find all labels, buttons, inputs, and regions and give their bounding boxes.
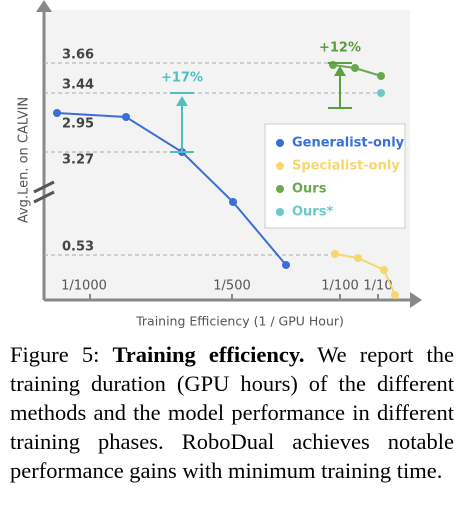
point [331, 250, 339, 258]
legend-label: Generalist-only [292, 136, 405, 151]
legend-label: Ours* [292, 205, 333, 220]
point [380, 266, 388, 274]
y-tick-label: 3.44 [62, 78, 94, 93]
y-tick-label: 3.27 [62, 153, 94, 168]
x-arrow [410, 292, 422, 308]
legend [264, 123, 406, 229]
caption: Figure 5: Training efficiency. We report… [10, 340, 454, 485]
x-tick-label: 1/10 [363, 279, 392, 294]
annotation: +17% [161, 71, 203, 86]
point [377, 72, 385, 80]
y-label: Avg.Len. on CALVIN [17, 97, 32, 223]
legend-label: Ours [292, 182, 327, 197]
y-tick-label: 3.66 [62, 48, 94, 63]
legend-marker [276, 185, 284, 193]
x-label: Training Efficiency (1 / GPU Hour) [135, 314, 344, 329]
point [391, 291, 399, 299]
point [229, 198, 237, 206]
point [53, 109, 61, 117]
legend-marker [276, 139, 284, 147]
y-tick-label: 0.53 [62, 240, 94, 255]
point [351, 64, 359, 72]
point [354, 254, 362, 262]
series-line [334, 253, 396, 296]
caption-bold: Training efficiency. [112, 342, 305, 367]
legend-marker [276, 162, 284, 170]
arrow-head [176, 96, 188, 106]
y-arrow [36, 0, 52, 12]
legend-label: Specialist-only [292, 159, 400, 174]
chart: Avg.Len. on CALVIN Training Efficiency (… [17, 0, 422, 329]
annotation: +12% [319, 41, 361, 56]
y-tick-label: 2.95 [62, 117, 94, 132]
axis-break [33, 180, 55, 194]
axis-break [33, 190, 55, 204]
caption-text: We report the training duration (GPU hou… [10, 342, 455, 483]
legend-marker [276, 208, 284, 216]
x-tick-label: 1/1000 [61, 279, 107, 294]
x-tick-label: 1/500 [213, 279, 250, 294]
arrow-head [334, 66, 346, 76]
point [122, 113, 130, 121]
caption-label: Figure 5: [10, 342, 100, 367]
point [377, 89, 385, 97]
point [282, 261, 290, 269]
x-tick-label: 1/100 [321, 279, 358, 294]
